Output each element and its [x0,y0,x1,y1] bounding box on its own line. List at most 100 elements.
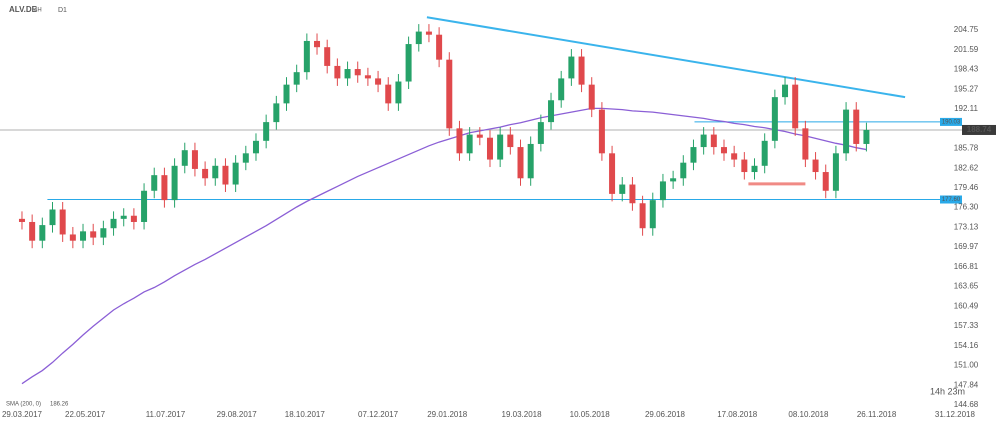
candle-body [80,231,87,241]
candle-body [578,56,585,85]
candle-body [649,200,656,229]
candle-body [69,234,76,241]
candle-body [436,34,443,60]
timeframe[interactable]: 4H [34,8,42,14]
candle-body [283,84,290,104]
candle-body [191,150,198,169]
candle-body [507,134,514,148]
candle-body [232,162,239,185]
candle-body [720,147,727,154]
candle-body [252,140,259,154]
candle-body [761,140,768,166]
candle-body [446,59,453,129]
y-tick-label: 151.00 [954,361,979,370]
candle-body [375,78,382,85]
candle-body [751,165,758,173]
y-tick-label: 154.16 [954,341,979,350]
candle-body [527,143,534,179]
candle-body [39,225,46,241]
candle-body [354,69,361,76]
candle-body [670,178,677,182]
candle-body [49,209,56,226]
trendline [426,16,906,99]
x-tick-label: 29.06.2018 [645,410,686,419]
candle-body [863,129,870,144]
x-tick-label: 07.12.2017 [358,410,399,419]
candle-body [263,122,270,141]
x-tick-label: 19.03.2018 [502,410,543,419]
candle-body [680,162,687,179]
candle-body [151,175,158,191]
candle-body [466,134,473,154]
candle-body [59,209,66,235]
candle-body [202,168,209,179]
y-tick-label: 185.78 [954,144,979,153]
x-tick-label: 08.10.2018 [788,410,829,419]
candle-body [110,218,117,229]
x-tick-label: 26.11.2018 [857,410,897,419]
candle-body [344,69,351,79]
y-tick-label: 204.75 [954,25,979,34]
candle-body [314,40,321,48]
indicator-value: 186.26 [50,402,69,408]
sma-line [21,107,867,385]
candle-body [843,109,850,154]
candle-body [29,221,36,241]
candle-body [425,31,432,35]
y-tick-label: 163.65 [954,282,979,291]
timeframe[interactable]: D1 [58,7,67,14]
candle-body [385,84,392,104]
x-tick-label: 18.10.2017 [285,410,326,419]
y-tick-label: 169.97 [954,242,979,251]
candle-body [100,228,107,238]
x-tick-label: 22.05.2017 [65,410,106,419]
x-tick-label: 29.03.2017 [2,410,43,419]
candle-body [405,44,412,82]
x-tick-label: 17.08.2018 [717,410,758,419]
candle-body [18,218,25,222]
last-price-label: 188.74 [967,125,992,134]
candle-body [395,81,402,104]
candle-body [161,175,168,201]
candle-body [690,147,697,163]
candle-body [741,159,748,173]
candle-body [486,137,493,160]
candle-body [537,122,544,144]
candle-body [476,134,483,138]
countdown: 14h 23m [930,386,965,396]
y-tick-label: 157.33 [954,321,979,330]
candle-body [619,184,626,194]
candle-body [497,134,504,160]
candle-body [222,165,229,185]
candle-body [629,184,636,204]
candle-body [832,153,839,191]
candle-body [273,103,280,123]
candle-body [700,134,707,148]
y-tick-label: 179.46 [954,183,979,192]
candle-body [731,153,738,160]
candle-body [90,231,97,238]
candle-body [812,159,819,173]
candle-body [588,84,595,110]
x-tick-label: 31.12.2018 [935,410,976,419]
last-price-badge [962,124,996,135]
y-tick-label: 182.62 [954,163,979,172]
y-tick-label: 195.27 [954,84,979,93]
level-badge [940,195,962,204]
candle-body [822,172,829,191]
candle-body [558,78,565,101]
candle-body [415,31,422,45]
candle-body [548,100,555,123]
level-badge [940,117,962,126]
candle-body [792,84,799,129]
candle-body [364,75,371,79]
candle-body [853,109,860,144]
candle-body [802,128,809,160]
y-tick-label: 176.30 [954,203,979,212]
candle-body [324,47,331,66]
y-tick-label: 192.11 [954,104,978,113]
candle-body [639,203,646,229]
candle-body [303,40,310,73]
y-tick-label: 144.68 [954,400,979,409]
